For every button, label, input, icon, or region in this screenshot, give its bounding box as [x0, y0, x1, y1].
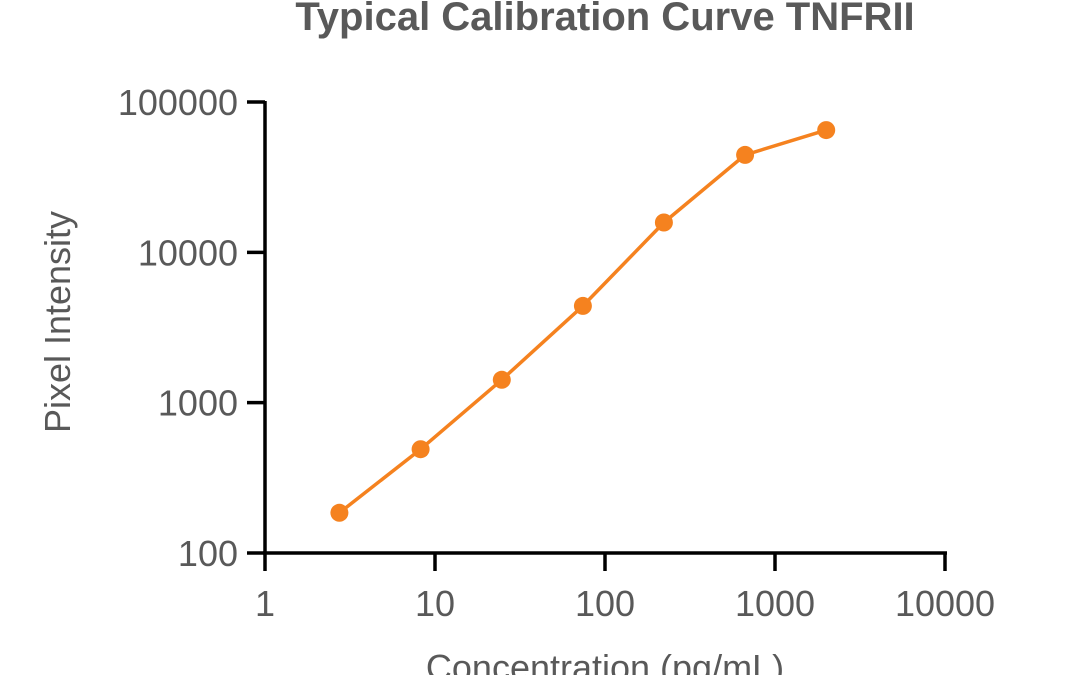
axes: [263, 101, 947, 555]
series-line-0: [338, 128, 827, 515]
y-tick-label-0: 100: [178, 533, 238, 574]
x-tick-label-0: 1: [255, 583, 275, 624]
y-tick-label-1: 1000: [158, 383, 238, 424]
data-point-0-1: [411, 440, 430, 459]
y-axis-label: Pixel Intensity: [37, 211, 78, 433]
data-point-0-4: [654, 213, 673, 232]
data-point-0-3: [573, 296, 592, 315]
data-point-0-6: [817, 121, 836, 140]
x-axis-label: Concentration (pg/mL): [426, 647, 784, 675]
chart-title: Typical Calibration Curve TNFRII: [295, 0, 914, 39]
x-tick-label-2: 100: [575, 583, 635, 624]
data-point-0-2: [492, 370, 511, 389]
x-tick-label-4: 10000: [895, 583, 995, 624]
x-tick-label-1: 10: [415, 583, 455, 624]
x-tick-label-3: 1000: [735, 583, 815, 624]
series: [330, 121, 836, 522]
y-tick-label-2: 10000: [138, 232, 238, 273]
y-tick-label-3: 100000: [118, 82, 238, 123]
data-point-0-0: [330, 503, 349, 522]
x-ticks: 1 10 100 1000 10000: [255, 553, 995, 624]
y-ticks: 100 1000 10000 100000: [118, 82, 265, 574]
data-point-0-5: [736, 145, 755, 164]
